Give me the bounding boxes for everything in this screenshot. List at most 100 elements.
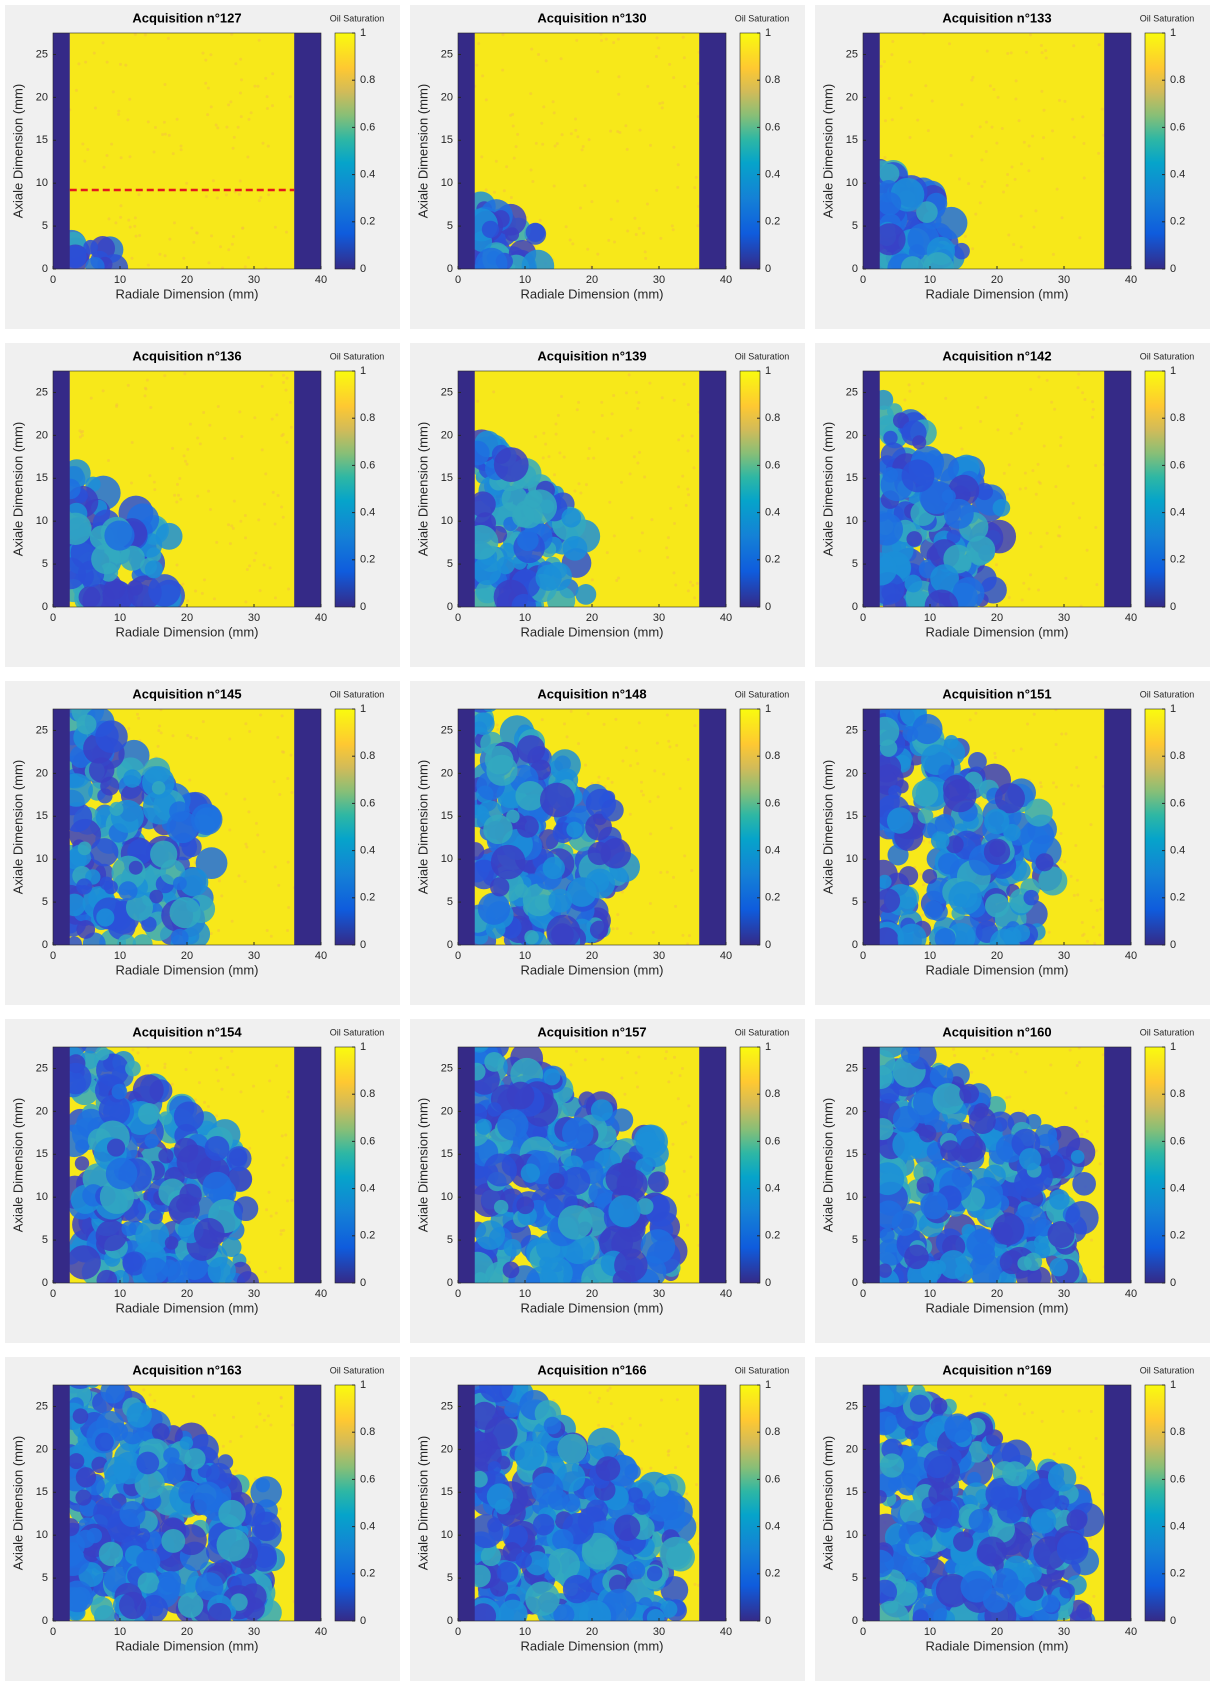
speckle [285,376,289,380]
colorbar-tick-label: 0 [765,601,771,613]
speckle [78,429,82,433]
heatmap-image [53,1047,321,1283]
colorbar-label: Oil Saturation [1140,689,1195,699]
speckle [260,448,264,452]
speckle [1078,236,1082,240]
saturation-blob [484,1052,505,1072]
speckle [286,1095,290,1099]
saturation-blob [920,1191,949,1220]
speckle [672,875,676,879]
speckle [238,179,242,183]
speckle [538,218,542,222]
speckle [215,1068,219,1072]
speckle [580,148,584,152]
speckle [627,373,631,377]
speckle [654,54,658,58]
speckle [663,1056,667,1060]
saturation-blob [916,201,938,223]
speckle [219,245,223,249]
colorbar [334,708,356,946]
speckle [634,232,638,236]
y-tick-label: 10 [36,853,48,865]
speckle [159,709,163,712]
saturation-blob [103,880,118,895]
speckle [127,726,131,730]
speckle [1059,435,1063,439]
speckle [133,224,137,228]
y-tick-label: 5 [42,220,48,232]
speckle [696,115,700,119]
speckle [974,711,978,715]
colorbar [1144,32,1166,270]
speckle [170,1082,174,1086]
speckle [686,589,690,593]
speckle [659,1398,663,1402]
wall [699,1047,726,1283]
saturation-blob [158,1111,173,1125]
speckle [101,389,105,393]
speckle [1076,893,1080,897]
speckle [281,515,285,519]
saturation-blob [471,712,495,735]
speckle [1020,598,1024,602]
colorbar-tick-label: 0.4 [765,169,780,181]
saturation-blob [590,1099,613,1122]
speckle [610,1424,614,1428]
saturation-blob [966,1229,996,1259]
speckle [204,81,208,85]
x-tick-label: 0 [50,1288,56,1300]
speckle [1055,187,1059,191]
x-tick-label: 20 [586,1288,598,1300]
colorbar-label: Oil Saturation [330,13,385,23]
speckle [634,749,638,753]
speckle [209,932,213,936]
speckle [599,38,603,42]
speckle [670,224,674,228]
speckle [204,58,208,62]
speckle [612,240,616,244]
speckle [607,238,611,242]
speckle [179,148,183,152]
speckle [175,482,179,486]
chart-title: Acquisition n°136 [132,348,241,363]
speckle [634,390,638,394]
saturation-blob [477,892,511,925]
speckle [1091,415,1095,419]
speckle [542,105,546,109]
speckle [995,141,999,145]
speckle [1049,1063,1053,1067]
speckle [230,33,234,36]
speckle [244,536,248,540]
speckle [193,1098,197,1102]
speckle [616,199,620,203]
saturation-blob [473,1272,488,1283]
heatmap-image [458,709,726,945]
heatmap-image [458,371,726,607]
saturation-blob [539,782,575,818]
x-axis-label: Radiale Dimension (mm) [520,962,663,977]
colorbar-tick-label: 0.8 [1170,74,1185,86]
speckle [246,155,250,159]
speckle [629,428,633,432]
speckle [81,429,85,433]
speckle [1006,492,1010,496]
speckle [245,568,249,572]
saturation-blob [493,447,529,482]
speckle [243,265,247,269]
x-tick-label: 0 [860,274,866,286]
colorbar-tick-label: 1 [1170,1041,1176,1053]
speckle [573,489,577,493]
speckle [676,163,680,167]
speckle [1039,785,1043,789]
y-tick-label: 10 [36,1191,48,1203]
colorbar-tick-label: 0 [360,263,366,275]
speckle [196,436,200,440]
speckle [182,454,186,458]
wall [458,709,475,945]
speckle [81,142,85,146]
saturation-blob [1023,889,1039,906]
speckle [1071,501,1075,505]
saturation-blob [90,838,119,867]
chart-title: Acquisition n°160 [942,1024,1051,1039]
saturation-blob [490,877,510,897]
